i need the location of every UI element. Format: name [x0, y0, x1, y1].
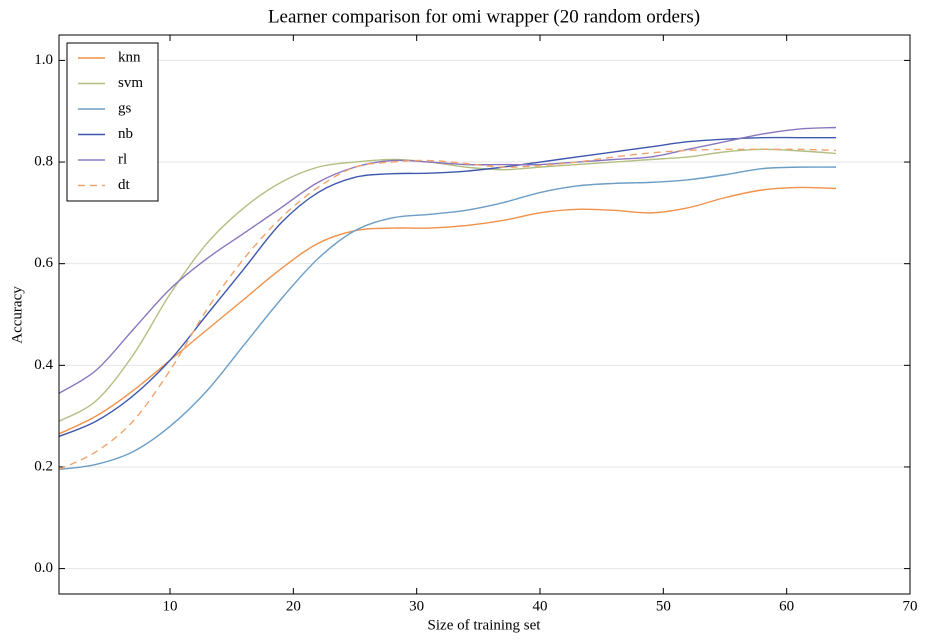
y-tick-label: 0.8	[34, 153, 53, 169]
y-tick-label: 1.0	[34, 52, 53, 68]
x-tick-label: 40	[533, 598, 548, 614]
legend-label: rl	[118, 151, 127, 167]
line-series	[58, 186, 837, 435]
legend-box	[66, 42, 159, 202]
y-tick-label: 0.0	[34, 560, 53, 576]
line-series	[58, 166, 837, 471]
line-series	[58, 126, 837, 394]
y-tick-label: 0.2	[34, 458, 53, 474]
legend-label: svm	[118, 75, 143, 91]
line-series	[58, 148, 837, 471]
x-tick-label: 70	[903, 598, 918, 614]
x-axis-label: Size of training set	[428, 617, 542, 633]
y-tick-label: 0.4	[34, 357, 53, 373]
x-tick-label: 50	[656, 598, 671, 614]
y-tick-label: 0.6	[34, 255, 53, 271]
legend-label: dt	[118, 177, 131, 193]
chart-title: Learner comparison for omi wrapper (20 r…	[268, 6, 700, 27]
x-tick-label: 30	[409, 598, 424, 614]
legend-label: knn	[118, 49, 141, 65]
y-axis-label: Accuracy	[9, 286, 25, 344]
plot-frame	[58, 34, 911, 595]
x-tick-label: 60	[779, 598, 794, 614]
line-series	[58, 148, 837, 422]
legend-label: gs	[118, 100, 132, 116]
legend-label: nb	[118, 126, 133, 142]
x-tick-label: 10	[163, 598, 178, 614]
x-tick-label: 20	[286, 598, 301, 614]
line-series	[58, 136, 836, 438]
